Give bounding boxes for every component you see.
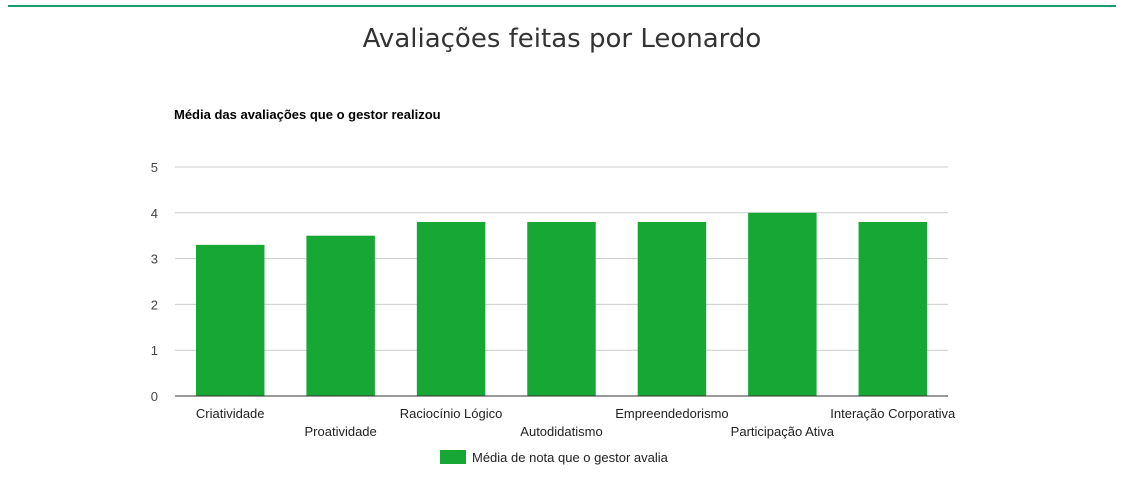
page-title: Avaliações feitas por Leonardo [362,24,762,54]
bar[interactable] [527,221,596,396]
x-category-label: Empreendedorismo [615,406,728,421]
y-tick-label: 2 [151,297,158,312]
legend-label: Média de nota que o gestor avalia [472,450,669,465]
bar[interactable] [637,221,707,396]
bars [195,212,928,396]
bar[interactable] [416,221,486,396]
legend-swatch [440,450,466,464]
x-category-label: Interação Corporativa [830,406,956,421]
x-category-label: Autodidatismo [520,424,602,439]
y-tick-label: 0 [151,389,158,404]
x-category-label: Raciocínio Lógico [400,406,503,421]
legend: Média de nota que o gestor avalia [440,450,669,465]
y-tick-label: 4 [151,206,158,221]
bar[interactable] [195,244,265,396]
bar[interactable] [748,212,817,396]
bar[interactable] [306,235,375,396]
y-tick-label: 3 [151,252,158,267]
x-category-label: Proatividade [305,424,377,439]
y-tick-label: 1 [151,343,158,358]
chart-title: Média das avaliações que o gestor realiz… [174,107,441,122]
top-divider [8,5,1116,7]
x-axis-categories: Criatividade Proatividade Raciocínio Lógic… [196,406,956,439]
x-category-label: Criatividade [196,406,265,421]
bar[interactable] [858,221,928,396]
y-tick-label: 5 [151,160,158,175]
x-category-label: Participação Ativa [731,424,835,439]
y-axis-ticks: 0 1 2 3 4 5 [151,160,158,404]
